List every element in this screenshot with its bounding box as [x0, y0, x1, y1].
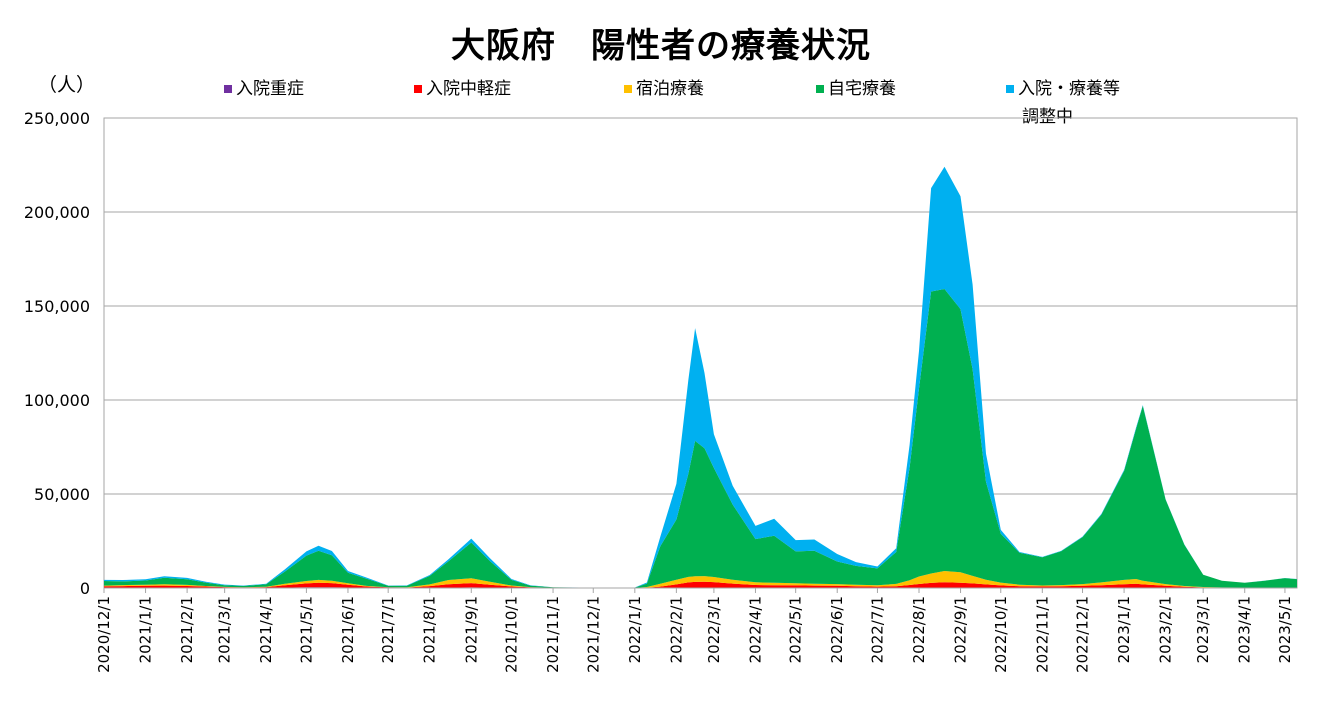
x-tick-label: 2021/12/1: [584, 596, 602, 673]
x-tick-label: 2023/2/1: [1157, 596, 1175, 663]
x-tick-label: 2022/5/1: [787, 596, 805, 663]
legend-swatch-icon: [224, 85, 232, 93]
legend-swatch-icon: [816, 85, 824, 93]
x-tick-label: 2021/3/1: [216, 596, 234, 663]
x-tick-label: 2021/6/1: [339, 596, 357, 663]
chart-title: 大阪府 陽性者の療養状況: [451, 26, 871, 66]
x-tick-label: 2021/1/1: [137, 596, 155, 663]
y-axis-unit: （人）: [38, 74, 96, 96]
area-series: [104, 166, 1297, 588]
x-tick-label: 2022/1/1: [626, 596, 644, 663]
x-tick-label: 2021/5/1: [297, 596, 315, 663]
x-tick-label: 2022/7/1: [868, 596, 886, 663]
x-tick-label: 2021/9/1: [462, 596, 480, 663]
legend-label: 入院重症: [236, 79, 304, 99]
x-tick-label: 2021/7/1: [379, 596, 397, 663]
legend-item-series-4: 入院・療養等: [1006, 74, 1120, 99]
x-tick-label: 2021/4/1: [257, 596, 275, 663]
x-tick-label: 2022/6/1: [828, 596, 846, 663]
legend-swatch-icon: [414, 85, 422, 93]
area-series: [104, 289, 1297, 588]
legend-note: 調整中: [1022, 107, 1073, 127]
x-tick-label: 2023/3/1: [1194, 596, 1212, 663]
legend-label: 入院中軽症: [426, 79, 511, 99]
legend-item-series-3: 自宅療養: [816, 74, 896, 99]
legend-item-series-1: 入院中軽症: [414, 74, 511, 99]
x-tick-label: 2022/10/1: [992, 596, 1010, 673]
x-tick-label: 2021/8/1: [421, 596, 439, 663]
y-tick-label: 200,000: [24, 203, 90, 222]
x-tick-label: 2022/3/1: [705, 596, 723, 663]
legend-label: 自宅療養: [828, 79, 896, 99]
x-tick-label: 2023/4/1: [1236, 596, 1254, 663]
legend-swatch-icon: [624, 85, 632, 93]
legend-swatch-icon: [1006, 85, 1014, 93]
x-tick-label: 2023/1/1: [1115, 596, 1133, 663]
legend-label: 宿泊療養: [636, 79, 704, 99]
x-tick-label: 2021/10/1: [503, 596, 521, 673]
x-tick-label: 2022/11/1: [1033, 596, 1051, 673]
legend-label: 入院・療養等: [1018, 79, 1120, 99]
x-tick-label: 2022/12/1: [1074, 596, 1092, 673]
area-series: [104, 571, 1297, 588]
x-tick-label: 2023/5/1: [1276, 596, 1294, 663]
x-tick-label: 2022/8/1: [910, 596, 928, 663]
y-tick-label: 100,000: [24, 391, 90, 410]
x-tick-label: 2022/9/1: [952, 596, 970, 663]
x-tick-label: 2020/12/1: [95, 596, 113, 673]
y-tick-label: 0: [80, 579, 90, 598]
legend-item-series-2: 宿泊療養: [624, 74, 704, 99]
legend-item-series-0: 入院重症: [224, 74, 304, 99]
x-tick-label: 2022/4/1: [747, 596, 765, 663]
y-tick-label: 50,000: [34, 485, 90, 504]
x-tick-label: 2022/2/1: [667, 596, 685, 663]
y-tick-label: 250,000: [24, 109, 90, 128]
x-tick-label: 2021/2/1: [178, 596, 196, 663]
area-series: [104, 581, 1297, 588]
x-tick-label: 2021/11/1: [544, 596, 562, 673]
y-tick-label: 150,000: [24, 297, 90, 316]
